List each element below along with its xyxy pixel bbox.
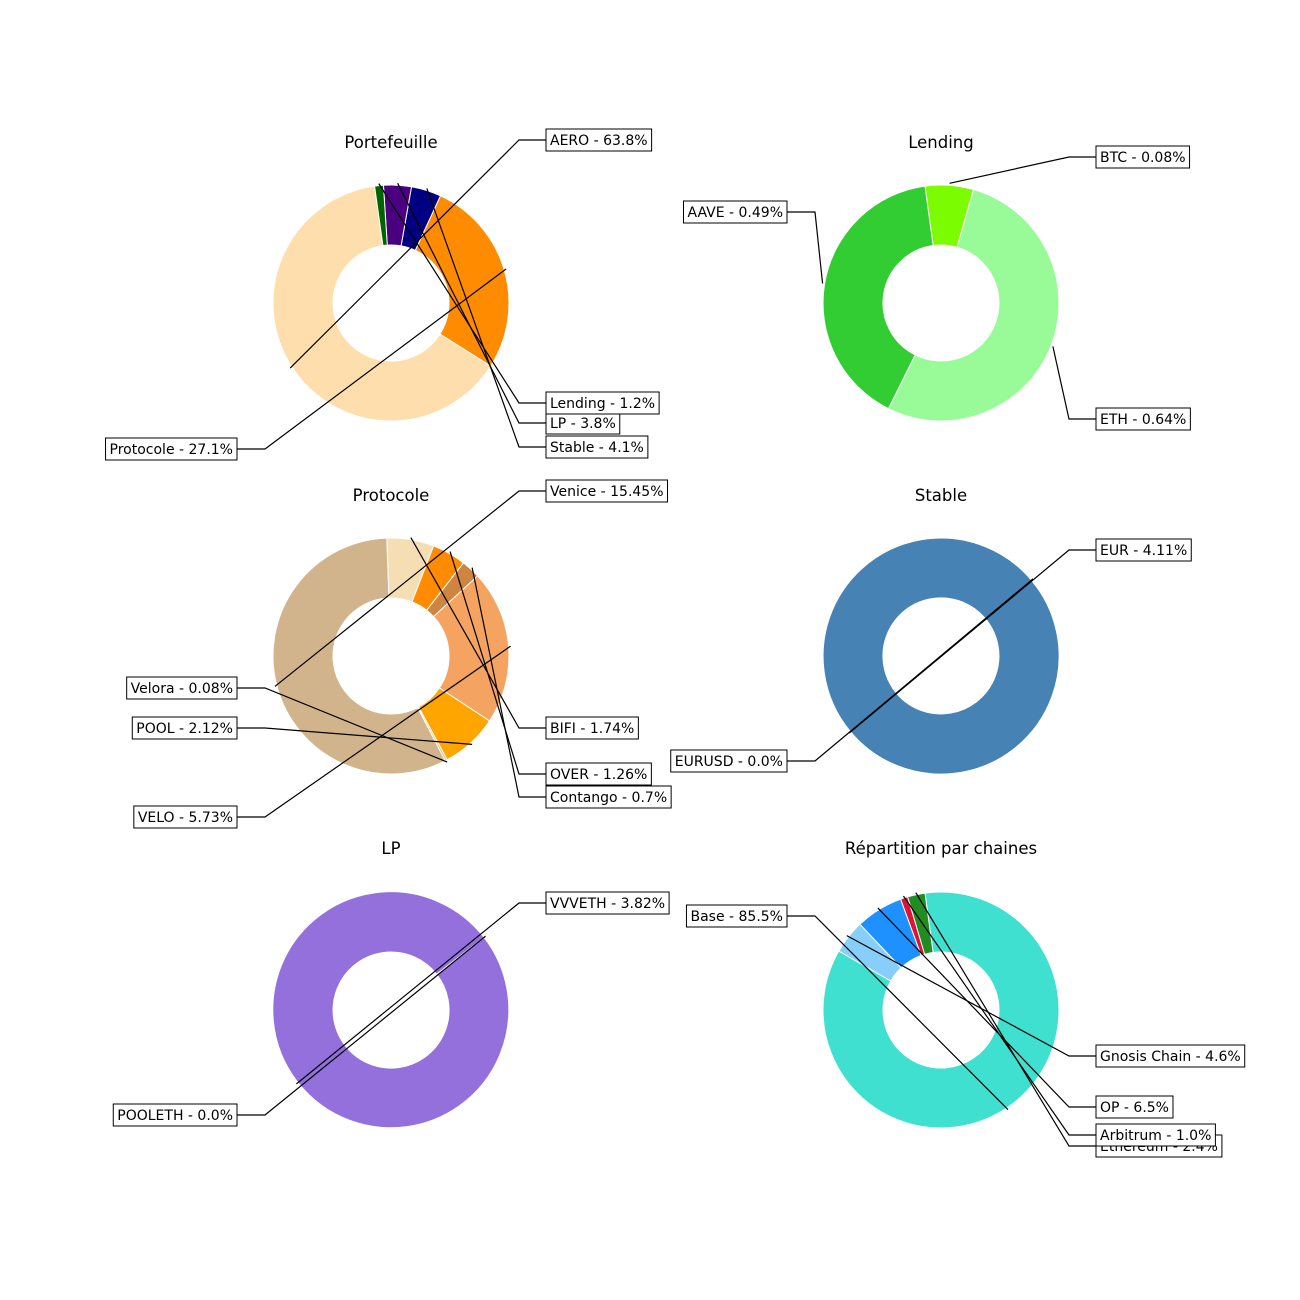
- slice-label: EUR - 4.11%: [1100, 543, 1187, 559]
- slice-label: Protocole - 27.1%: [110, 442, 233, 458]
- leader-line: [289, 139, 547, 369]
- slice-label-box: [545, 435, 649, 459]
- slice-label: Stable - 4.1%: [550, 440, 644, 456]
- leader-line: [846, 935, 1097, 1057]
- slice-label: Venice - 15.45%: [550, 484, 664, 500]
- slice-label: POOLETH - 0.0%: [117, 1108, 233, 1124]
- slice-label: Gnosis Chain - 4.6%: [1100, 1049, 1241, 1065]
- slice-label: Velora - 0.08%: [131, 681, 233, 697]
- slice-eur: [823, 538, 1059, 774]
- donut-stable: Stable EUR - 4.11% EURUSD - 0.0%: [670, 486, 1192, 774]
- slice-label: OVER - 1.26%: [550, 767, 647, 783]
- slice-label-box: [126, 676, 238, 700]
- slice-protocole: [414, 195, 510, 367]
- slice-label-box: [545, 128, 653, 152]
- slice-label-box: [545, 479, 669, 503]
- leader-line: [237, 727, 473, 746]
- slice-label: OP - 6.5%: [1100, 1100, 1169, 1116]
- leader-line: [296, 902, 547, 1085]
- leader-line: [378, 183, 547, 404]
- chart-title: Portefeuille: [344, 133, 437, 152]
- donut-lp: LP VVVETH - 3.82% POOLETH - 0.0%: [112, 839, 670, 1128]
- leader-line: [410, 537, 547, 729]
- leader-line: [787, 915, 1009, 1111]
- slice-label-box: [545, 391, 660, 415]
- slice-label: LP - 3.8%: [550, 416, 616, 432]
- slice-label: POOL - 2.12%: [136, 721, 233, 737]
- leader-line: [449, 551, 547, 775]
- leader-line: [902, 895, 1097, 1136]
- slice-label-box: [1095, 538, 1192, 562]
- slice-label: VVVETH - 3.82%: [550, 896, 665, 912]
- slice-label: Contango - 0.7%: [550, 790, 667, 806]
- leader-line: [787, 578, 1034, 762]
- slice-label: Lending - 1.2%: [550, 396, 655, 412]
- slice-label-box: [133, 805, 238, 829]
- slice-label-box: [545, 716, 639, 740]
- slice-label-box: [1095, 1095, 1174, 1119]
- slice-label: EURUSD - 0.0%: [675, 754, 783, 770]
- donut-protocole: Protocole Venice - 15.45% Velora - 0.08% PO…: [126, 479, 672, 829]
- slice-label-box: [670, 749, 788, 773]
- leader-line: [1052, 346, 1097, 420]
- slice-label-box: [1095, 1123, 1216, 1147]
- slice-label-box: [112, 1103, 238, 1127]
- slice-base: [822, 891, 1060, 1129]
- slice-label-box: [545, 785, 672, 809]
- slice-gnosis-chain: [838, 923, 902, 982]
- leader-line: [237, 935, 486, 1116]
- slice-label: Arbitrum - 1.0%: [1100, 1128, 1211, 1144]
- slice-label-box: [131, 716, 238, 740]
- donut-lending: Lending BTC - 0.08% AAVE - 0.49% ETH - 0.64…: [683, 133, 1191, 431]
- leader-line: [471, 567, 547, 798]
- slice-vvveth: [273, 892, 509, 1128]
- slice-label-box: [545, 891, 670, 915]
- leader-line: [237, 268, 507, 450]
- slice-label-box: [1095, 1044, 1246, 1068]
- slice-label-box: [545, 762, 652, 786]
- slice-venice: [272, 537, 446, 775]
- slice-label-box: [105, 437, 238, 461]
- slice-label: BIFI - 1.74%: [550, 721, 634, 737]
- leader-line: [237, 645, 511, 818]
- slice-label: ETH - 0.64%: [1100, 412, 1186, 428]
- slice-label-box: [683, 200, 788, 224]
- slice-eth: [887, 188, 1060, 422]
- slice-label: AAVE - 0.49%: [688, 205, 784, 221]
- leader-line: [397, 182, 547, 424]
- leader-line: [787, 211, 824, 284]
- chart-title: Répartition par chaines: [845, 839, 1037, 858]
- chart-title: Protocole: [353, 486, 430, 505]
- leader-line: [915, 892, 1097, 1147]
- slice-velo: [432, 575, 510, 722]
- chart-title: Lending: [908, 133, 974, 152]
- leader-line: [426, 188, 547, 448]
- slice-label-box: [1095, 407, 1191, 431]
- donut-portefeuille: Portefeuille AERO - 63.8% Protocole - 27.1…: [105, 128, 660, 461]
- slice-bifi: [386, 537, 435, 603]
- leader-line: [274, 490, 547, 687]
- slice-label: VELO - 5.73%: [138, 810, 233, 826]
- slice-label-box: [1095, 145, 1191, 169]
- slice-label: Base - 85.5%: [690, 909, 783, 925]
- slice-aave: [822, 185, 934, 410]
- slice-label-box: [685, 904, 788, 928]
- slice-label: AERO - 63.8%: [550, 133, 648, 149]
- slice-label: BTC - 0.08%: [1100, 150, 1186, 166]
- chart-title: LP: [381, 839, 400, 858]
- leader-line: [949, 156, 1097, 184]
- chart-title: Stable: [915, 486, 967, 505]
- slice-aero: [272, 185, 492, 422]
- leader-line: [848, 549, 1097, 734]
- leader-line: [877, 907, 1097, 1108]
